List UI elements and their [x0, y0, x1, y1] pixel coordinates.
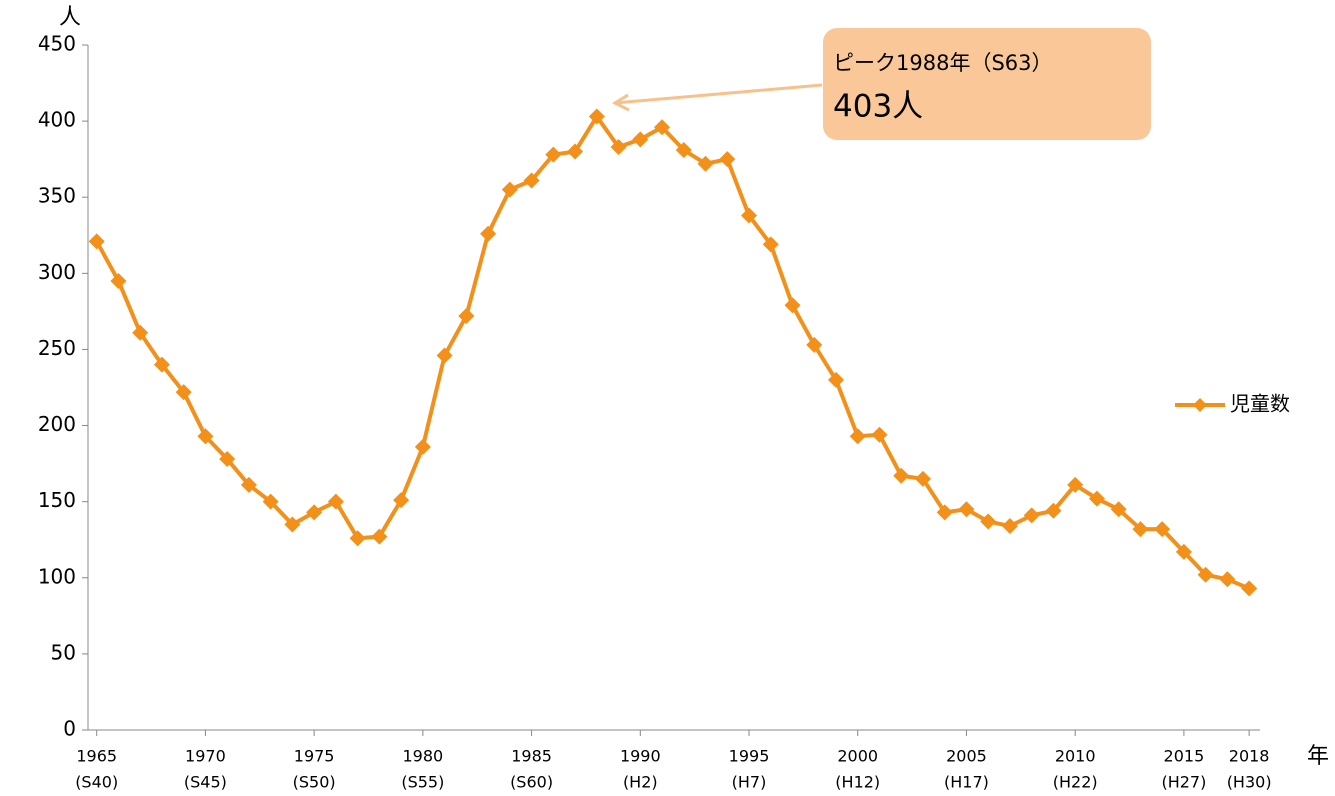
data-point — [893, 467, 910, 484]
data-point — [1154, 521, 1171, 538]
data-point — [153, 356, 170, 373]
data-point — [936, 504, 953, 521]
data-point — [762, 236, 779, 253]
data-point — [588, 108, 605, 125]
x-tick-label: 1995 — [729, 747, 770, 766]
data-point — [523, 172, 540, 189]
data-point — [1219, 571, 1236, 588]
data-point — [1088, 490, 1105, 507]
x-tick-label: 1980 — [402, 747, 443, 766]
legend-label: 児童数 — [1230, 392, 1290, 416]
data-point — [1023, 507, 1040, 524]
data-point — [371, 528, 388, 545]
x-tick-era: (H27) — [1161, 773, 1206, 792]
data-point — [1175, 543, 1192, 560]
data-point — [284, 516, 301, 533]
data-point — [219, 451, 236, 468]
data-point — [414, 438, 431, 455]
x-tick-label: 2005 — [946, 747, 987, 766]
data-point — [306, 504, 323, 521]
annotation-arrow — [614, 83, 823, 105]
x-tick-era: (S40) — [75, 773, 118, 792]
x-tick-era: (H17) — [944, 773, 989, 792]
data-point — [1110, 501, 1127, 518]
data-point — [871, 426, 888, 443]
data-point — [1197, 566, 1214, 583]
data-point — [958, 501, 975, 518]
x-tick-era: (S45) — [184, 773, 227, 792]
data-point — [654, 119, 671, 136]
data-point — [1045, 502, 1062, 519]
data-point — [980, 513, 997, 530]
data-point — [741, 207, 758, 224]
y-axis-label: 人 — [59, 5, 81, 30]
x-tick-label: 1965 — [76, 747, 117, 766]
data-point — [197, 428, 214, 445]
x-tick-label: 2015 — [1164, 747, 1205, 766]
y-tick-label: 100 — [38, 564, 76, 588]
data-point — [827, 371, 844, 388]
y-tick-label: 150 — [38, 488, 76, 512]
data-point — [480, 225, 497, 242]
x-tick-label: 2018 — [1229, 747, 1270, 766]
data-point — [1132, 521, 1149, 538]
data-point — [914, 470, 931, 487]
x-tick-era: (H12) — [835, 773, 880, 792]
data-point — [349, 530, 366, 547]
x-tick-label: 1985 — [511, 747, 552, 766]
data-point — [458, 307, 475, 324]
data-point — [567, 143, 584, 160]
data-point — [784, 297, 801, 314]
x-tick-era: (H22) — [1053, 773, 1098, 792]
data-point — [632, 131, 649, 148]
data-point — [132, 324, 149, 341]
data-point — [849, 428, 866, 445]
data-point — [1067, 476, 1084, 493]
data-point — [240, 476, 257, 493]
x-tick-era: (H2) — [623, 773, 658, 792]
x-tick-label: 1975 — [294, 747, 335, 766]
x-tick-era: (H7) — [732, 773, 767, 792]
data-point — [327, 493, 344, 510]
data-point — [501, 181, 518, 198]
y-tick-label: 200 — [38, 412, 76, 436]
data-point — [88, 233, 105, 250]
data-point — [610, 138, 627, 155]
x-tick-label: 1970 — [185, 747, 226, 766]
data-point — [697, 155, 714, 172]
x-tick-label: 1990 — [620, 747, 661, 766]
y-tick-label: 450 — [38, 32, 76, 56]
annotation-text: ピーク1988年（S63） — [833, 51, 1053, 75]
data-point — [719, 151, 736, 168]
data-point — [262, 493, 279, 510]
y-tick-label: 400 — [38, 108, 76, 132]
data-point — [545, 146, 562, 163]
annotation-arrowhead — [611, 93, 630, 112]
annotation-box — [823, 28, 1151, 140]
data-point — [393, 492, 410, 509]
legend-marker — [1193, 398, 1207, 412]
x-tick-label: 2000 — [837, 747, 878, 766]
x-tick-era: (S60) — [510, 773, 553, 792]
data-point — [175, 384, 192, 401]
y-tick-label: 50 — [51, 640, 76, 664]
y-tick-label: 350 — [38, 184, 76, 208]
data-point — [110, 272, 127, 289]
series-line — [94, 114, 1250, 591]
y-tick-label: 300 — [38, 260, 76, 284]
data-point — [436, 347, 453, 364]
y-tick-label: 0 — [63, 717, 76, 741]
x-axis-label: 年 — [1307, 744, 1329, 769]
annotation-value: 403人 — [833, 89, 923, 125]
data-point — [675, 142, 692, 159]
y-tick-label: 250 — [38, 336, 76, 360]
data-point — [1001, 518, 1018, 535]
x-tick-era: (H30) — [1227, 773, 1272, 792]
data-point — [806, 336, 823, 353]
x-tick-era: (S50) — [293, 773, 336, 792]
data-point — [1241, 580, 1258, 597]
x-tick-label: 2010 — [1055, 747, 1096, 766]
x-tick-era: (S55) — [401, 773, 444, 792]
